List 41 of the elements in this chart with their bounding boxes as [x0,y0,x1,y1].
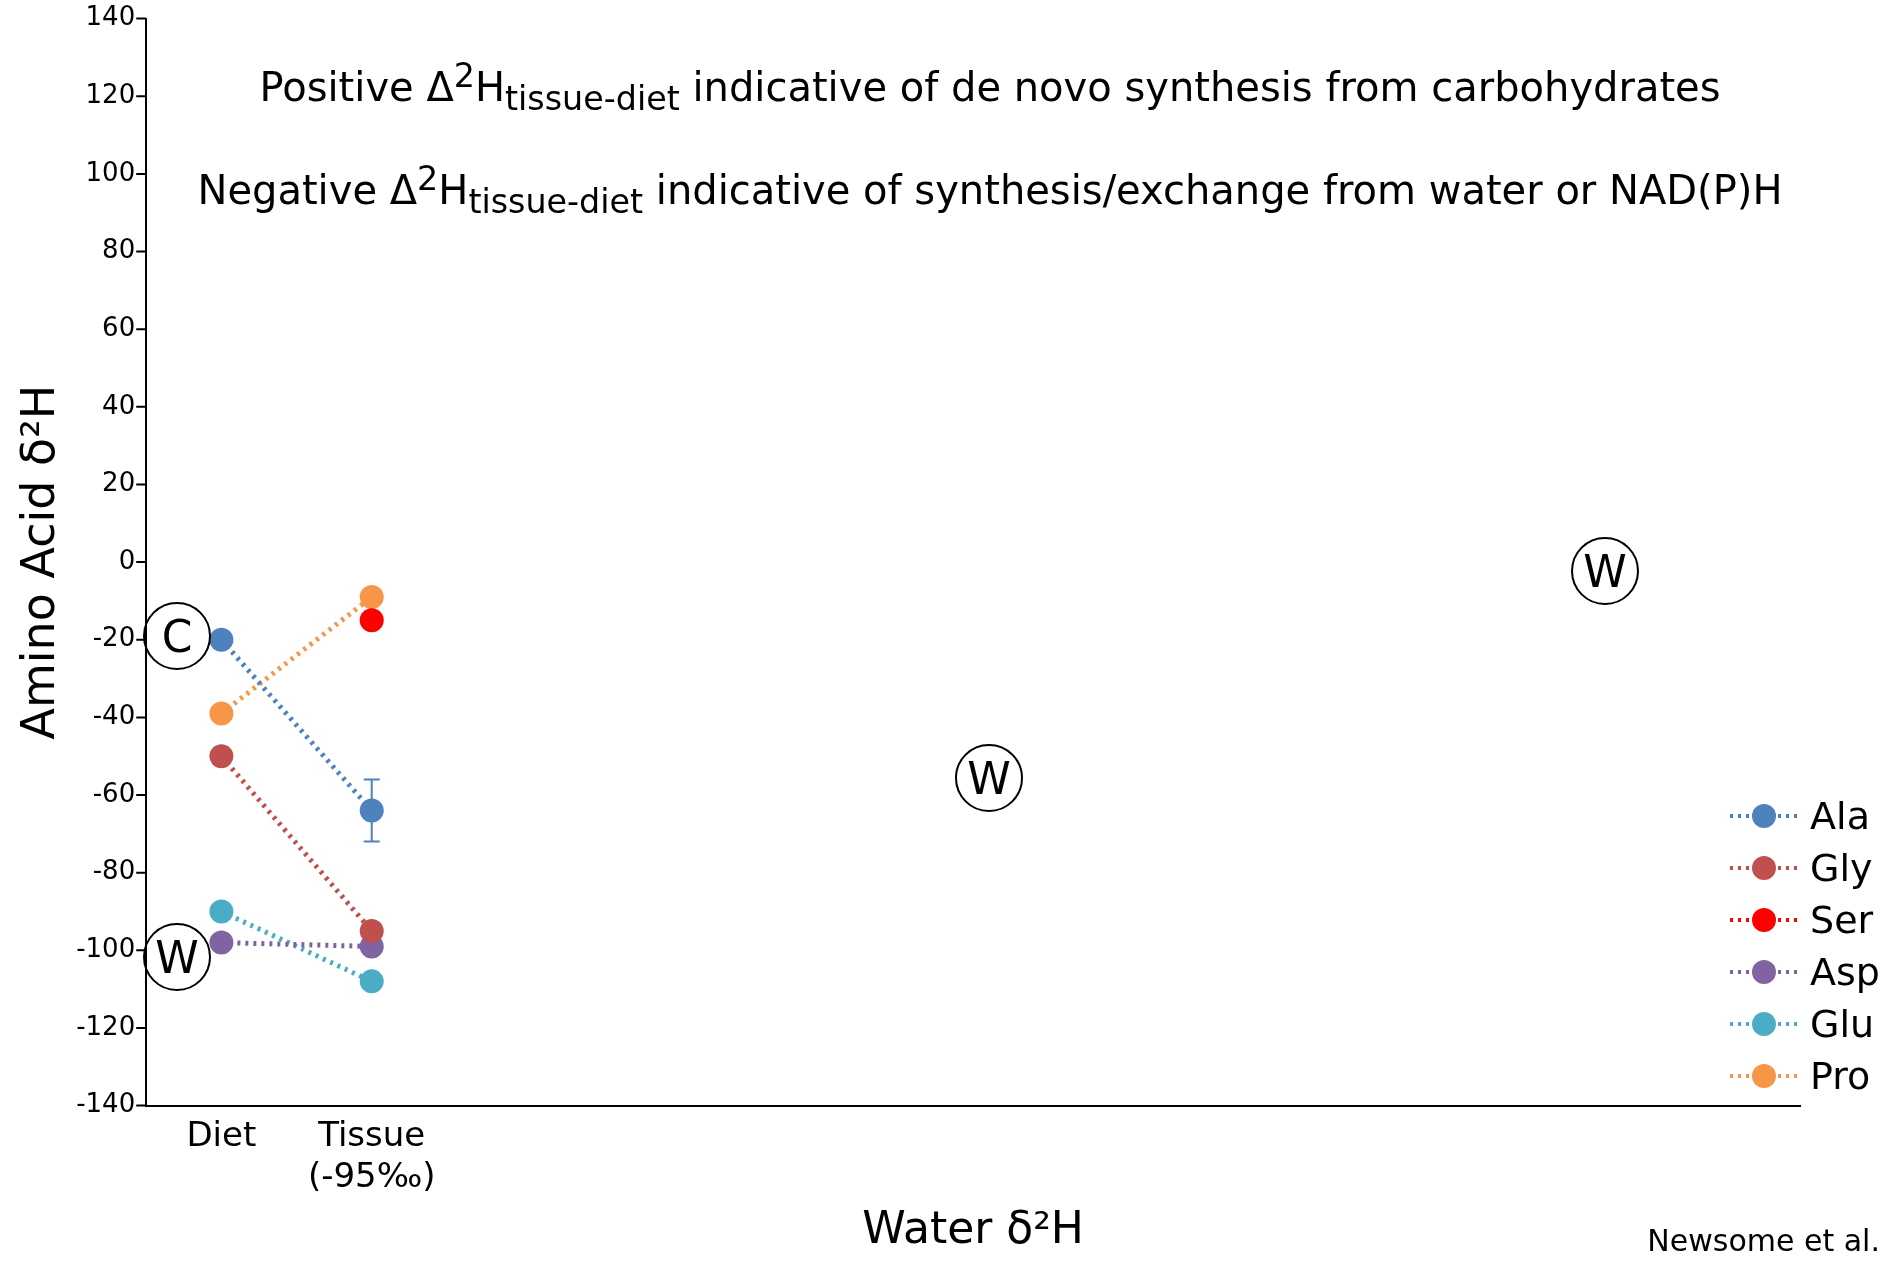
x-tick-label: Tissue (-95‰) [307,1113,436,1195]
y-tick-label: -40 [92,700,136,731]
legend-label: Glu [1810,1002,1875,1046]
y-tick-label: 140 [85,1,136,32]
legend-label: Gly [1810,846,1873,890]
point [359,585,384,610]
y-tick-label: -100 [76,933,136,964]
y-tick-label: 0 [118,544,136,575]
y-tick-label: -80 [92,855,136,886]
y-tick-label: -140 [76,1088,136,1119]
point [209,930,234,955]
y-tick-label: 80 [102,234,136,265]
point [209,627,234,652]
circled-letter-icon: W [955,744,1023,812]
circled-letter-icon: W [143,923,211,991]
y-tick-label: -60 [92,777,136,808]
text: Positive Δ$^{2}$H$_{tissue-diet}$ indicative of de novo synthesis from carbohydrates [258,55,1722,121]
text: Newsome et al. [1647,1223,1880,1258]
legend-label: Ala [1810,794,1870,838]
y-tick-label: 20 [102,467,136,498]
y-axis-title: Amino Acid δ²H [10,384,65,740]
circled-letter-icon: C [143,602,211,670]
legend-label: Ser [1810,898,1874,942]
point [209,701,234,726]
y-tick-label: 120 [85,78,136,109]
circled-letter-icon: W [1571,537,1639,605]
y-tick-label: -20 [92,622,136,653]
y-tick-label: 40 [102,389,136,420]
point [359,918,384,943]
point [209,899,234,924]
x-axis-title: Water δ²H [862,1202,1084,1254]
text: Negative Δ$^{2}$H$_{tissue-diet}$ indicative of synthesis/exchange from water or NAD(P)H [196,158,1784,224]
x-tick-label: Diet [186,1113,257,1154]
point [359,969,384,994]
y-tick-label: -120 [76,1010,136,1041]
legend-label: Pro [1810,1054,1871,1098]
point [209,744,234,769]
y-tick-label: 100 [85,156,136,187]
y-tick-label: 60 [102,311,136,342]
legend-label: Asp [1810,950,1880,994]
point [359,608,384,633]
